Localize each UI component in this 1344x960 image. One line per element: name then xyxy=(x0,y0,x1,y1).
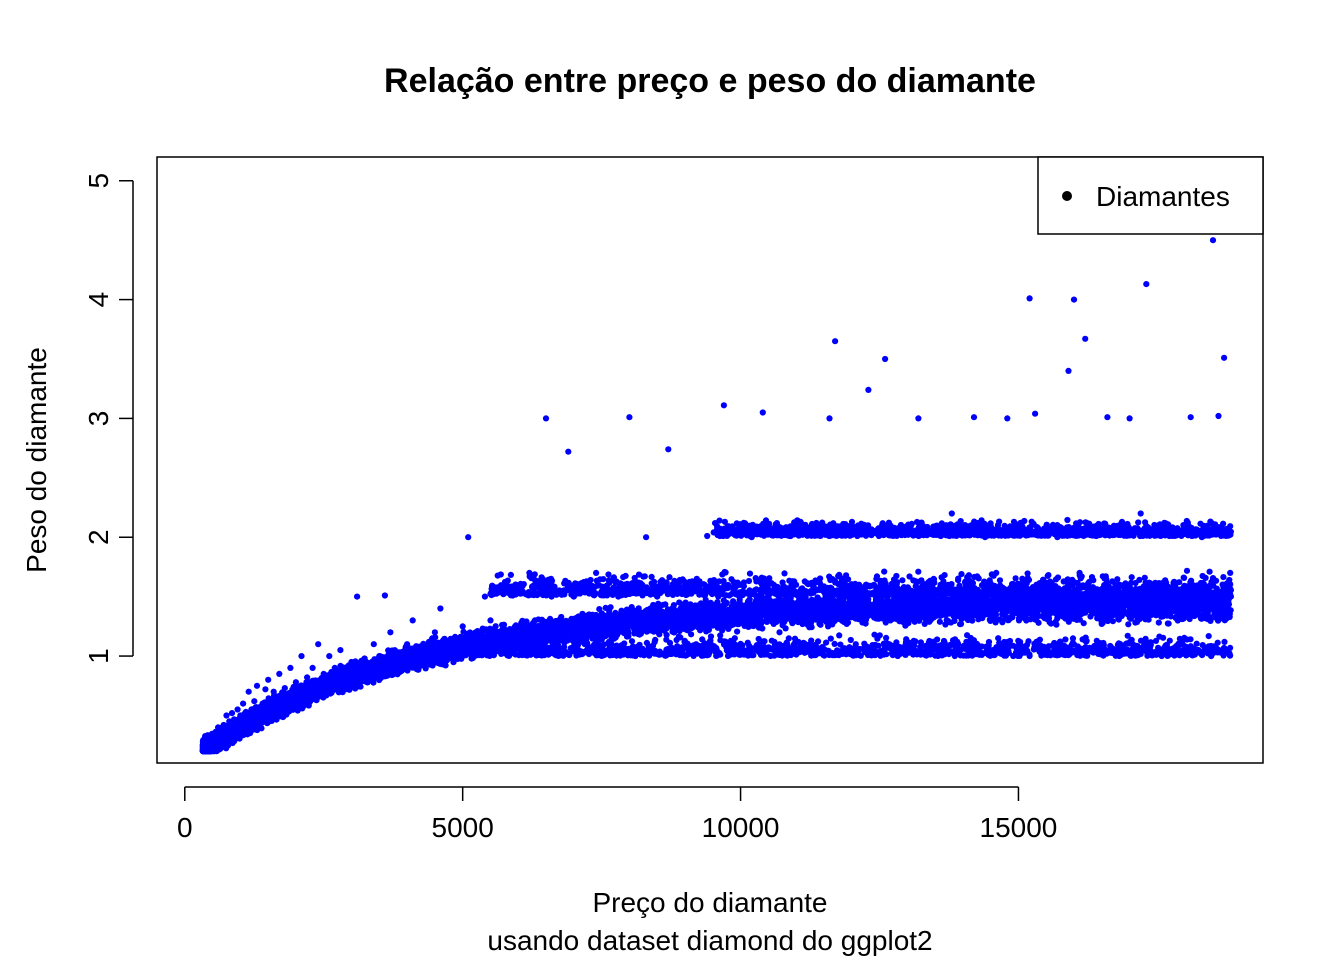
data-point xyxy=(832,338,839,345)
data-point xyxy=(1137,510,1144,517)
data-point xyxy=(1125,621,1132,628)
data-point xyxy=(676,599,683,606)
x-tick-label: 0 xyxy=(177,812,193,843)
data-point xyxy=(304,674,311,681)
data-point xyxy=(951,617,958,625)
data-point xyxy=(481,593,488,600)
x-axis: 0 5000 10000 15000 xyxy=(177,786,1058,843)
data-point xyxy=(1065,367,1072,374)
x-tick-label: 15000 xyxy=(980,812,1058,843)
data-point xyxy=(487,617,494,624)
data-point xyxy=(542,415,550,422)
data-point xyxy=(643,534,650,541)
data-point xyxy=(465,534,472,541)
data-point xyxy=(688,631,695,638)
data-point xyxy=(262,686,269,693)
data-point xyxy=(437,605,444,612)
chart-title: Relação entre preço e peso do diamante xyxy=(384,62,1036,100)
data-point xyxy=(1070,296,1078,303)
data-point xyxy=(245,688,252,695)
data-point xyxy=(251,698,258,705)
y-tick-label: 1 xyxy=(83,648,114,664)
y-tick-label: 3 xyxy=(83,411,114,427)
data-point xyxy=(1221,354,1228,361)
data-point xyxy=(915,415,922,422)
data-point xyxy=(1164,620,1171,627)
data-point xyxy=(948,510,955,517)
y-tick-label: 2 xyxy=(83,529,114,545)
data-point xyxy=(1004,415,1011,422)
data-point xyxy=(882,355,889,363)
data-point xyxy=(1215,412,1222,420)
data-point xyxy=(734,628,741,635)
data-point xyxy=(1082,335,1089,342)
data-point xyxy=(970,414,978,421)
data-point xyxy=(337,647,344,654)
data-point xyxy=(287,664,294,672)
data-point xyxy=(1032,410,1039,417)
data-points xyxy=(199,237,1234,755)
y-axis: 1 2 3 4 5 xyxy=(83,173,134,664)
x-tick-label: 5000 xyxy=(432,812,494,843)
data-point xyxy=(776,629,783,636)
data-point xyxy=(431,629,438,636)
data-point xyxy=(459,623,466,630)
data-point xyxy=(240,700,247,707)
data-point xyxy=(565,448,572,455)
data-point xyxy=(1143,281,1150,288)
data-point xyxy=(1104,414,1111,421)
data-point xyxy=(253,682,261,689)
data-point xyxy=(865,386,872,393)
data-point xyxy=(326,653,333,660)
data-point xyxy=(720,402,728,409)
data-point xyxy=(665,446,672,453)
data-point xyxy=(354,593,361,600)
data-point xyxy=(626,414,633,421)
data-point xyxy=(704,532,711,540)
data-point xyxy=(593,569,600,577)
y-tick-label: 4 xyxy=(83,292,114,308)
data-point xyxy=(409,617,416,624)
data-point xyxy=(1209,237,1217,244)
data-point xyxy=(234,706,241,713)
data-point xyxy=(265,676,272,683)
data-point xyxy=(315,641,322,648)
data-point xyxy=(292,679,299,686)
data-point xyxy=(759,409,766,416)
data-point xyxy=(276,670,283,678)
data-point xyxy=(826,415,833,422)
data-point xyxy=(309,664,316,672)
data-point xyxy=(228,710,236,717)
data-point xyxy=(936,618,944,625)
plot-frame xyxy=(156,156,1264,764)
data-point xyxy=(298,653,305,660)
data-point xyxy=(1026,295,1033,302)
data-point xyxy=(370,641,377,648)
data-point xyxy=(1187,414,1194,421)
data-point xyxy=(387,629,394,636)
data-point xyxy=(223,712,230,719)
x-tick-label: 10000 xyxy=(702,812,780,843)
data-point xyxy=(1126,415,1133,422)
y-tick-label: 5 xyxy=(83,173,114,189)
data-point xyxy=(381,592,388,599)
